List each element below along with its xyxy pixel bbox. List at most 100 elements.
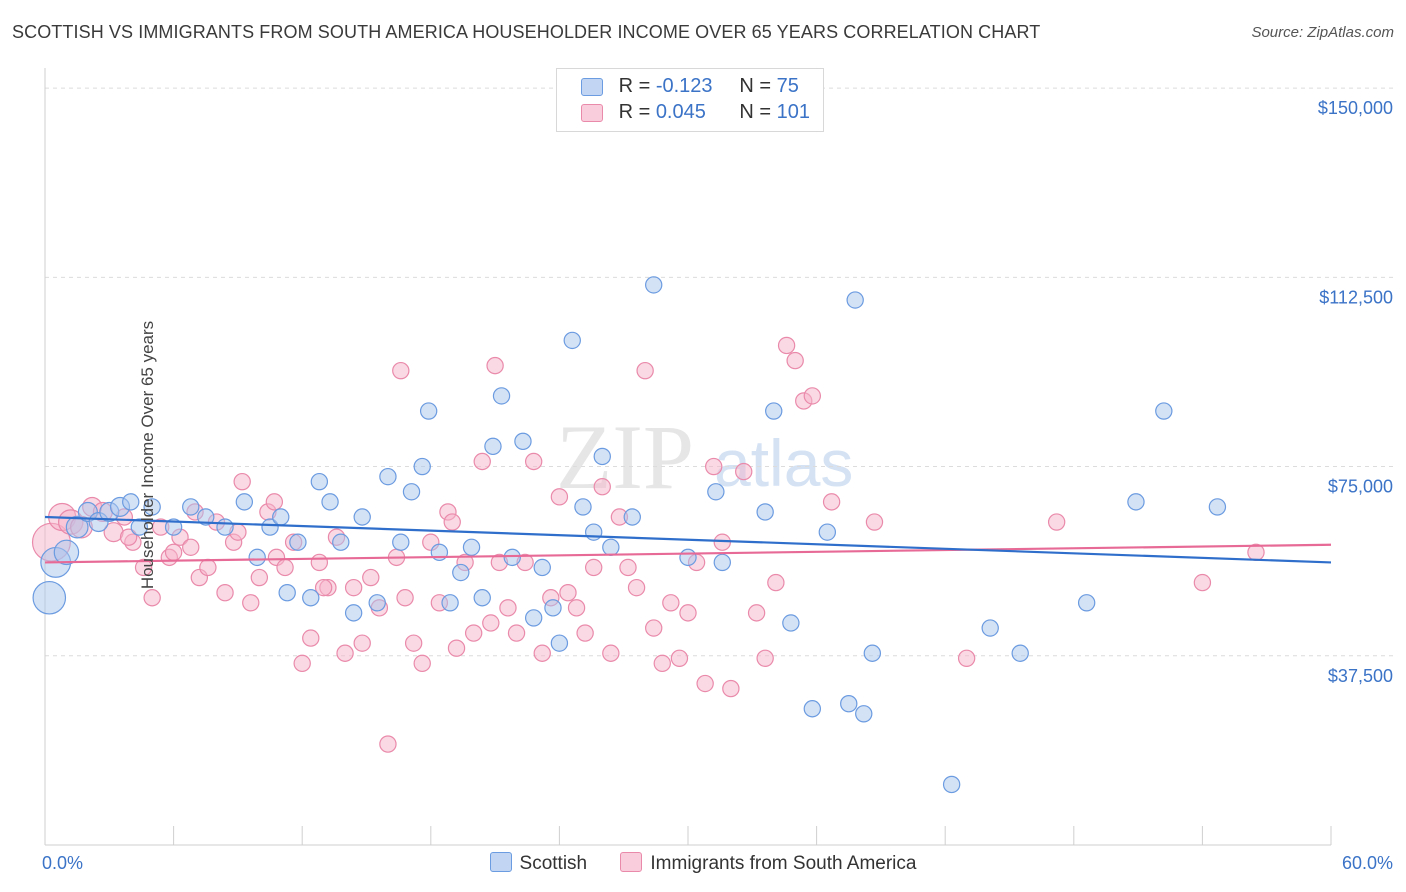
scottish-point — [235, 493, 254, 511]
scottish-point — [514, 432, 532, 451]
scottish-point — [419, 402, 438, 420]
scottish-point — [462, 538, 481, 556]
scottish-point — [310, 472, 329, 491]
scottish-point — [302, 589, 320, 607]
immigrants-point — [576, 624, 594, 642]
scottish-point — [863, 644, 882, 662]
scottish-legend-swatch — [489, 852, 512, 872]
scottish-point — [272, 508, 290, 526]
immigrants-trendline — [44, 543, 1332, 564]
scottish-point — [484, 437, 502, 456]
x-tick-label-max: 60.0% — [1342, 853, 1393, 873]
scottish-point — [122, 493, 140, 511]
immigrants-point — [302, 629, 320, 647]
immigrants-point — [336, 644, 354, 662]
stats-n-value: 101 — [776, 101, 810, 123]
immigrants-point — [645, 619, 663, 637]
immigrants-point — [464, 624, 483, 642]
immigrants-point — [747, 604, 766, 622]
immigrants-point — [865, 513, 884, 531]
stats-r-value: 0.045 — [655, 101, 706, 123]
series-legend: Scottish Immigrants from South America — [0, 852, 1406, 875]
immigrants-point — [344, 578, 363, 597]
legend-item-scottish[interactable]: Scottish — [489, 852, 587, 875]
scottish-point — [53, 539, 80, 566]
immigrants-point — [482, 614, 500, 632]
immigrants-point — [443, 513, 461, 531]
chart-title: SCOTTISH VS IMMIGRANTS FROM SOUTH AMERIC… — [12, 22, 1041, 42]
immigrants-point — [392, 361, 410, 380]
immigrants-point — [233, 472, 251, 491]
immigrants-point — [533, 644, 551, 662]
scottish-trendline — [44, 515, 1332, 564]
scottish-point — [1208, 498, 1227, 516]
scottish-point — [353, 508, 371, 526]
scottish-point — [473, 589, 491, 607]
immigrants-point — [567, 599, 586, 617]
scottish-point — [818, 523, 837, 541]
scottish-point — [584, 523, 603, 541]
scottish-point — [765, 402, 783, 420]
immigrants-point — [447, 639, 466, 657]
immigrants-point — [559, 583, 577, 602]
immigrants-point — [803, 387, 822, 405]
scottish-point — [402, 483, 421, 501]
immigrants-points — [31, 336, 1265, 753]
scottish-point — [197, 508, 215, 526]
immigrants-point — [767, 573, 785, 592]
immigrants-point — [314, 578, 333, 597]
immigrants-point — [670, 649, 689, 667]
immigrants-point — [404, 634, 423, 652]
scottish-point — [452, 563, 470, 582]
scottish-point — [803, 700, 822, 718]
scottish-point — [623, 508, 641, 526]
scottish-point — [524, 609, 543, 627]
watermark-zip: ZIP — [556, 406, 694, 508]
scottish-points — [32, 276, 1227, 794]
y-tick-label: $37,500 — [1328, 666, 1393, 686]
legend-label-immigrants: Immigrants from South America — [650, 853, 917, 874]
scottish-point — [942, 775, 961, 794]
scottish-point — [840, 695, 858, 713]
legend-item-immigrants[interactable]: Immigrants from South America — [620, 852, 916, 875]
watermark: ZIP atlas — [556, 406, 853, 508]
watermark-atlas: atlas — [714, 426, 853, 500]
immigrants-point — [353, 634, 371, 652]
immigrants-point — [679, 604, 697, 622]
stats-row-scottish: R = -0.123 N = 75 — [581, 75, 799, 101]
source-credit[interactable]: Source: ZipAtlas.com — [1251, 24, 1394, 41]
immigrants-point — [499, 599, 517, 617]
immigrants-point — [619, 558, 637, 577]
stats-r-label: R = — [618, 75, 651, 97]
scottish-point — [278, 583, 296, 602]
immigrants-point — [413, 654, 431, 673]
scottish-point — [782, 614, 800, 632]
immigrants-legend-swatch — [620, 852, 643, 872]
immigrants-swatch — [581, 103, 603, 122]
immigrants-point — [735, 462, 753, 481]
immigrants-point — [756, 649, 774, 667]
immigrants-point — [524, 452, 543, 471]
scottish-point — [533, 558, 551, 577]
scottish-point — [574, 498, 592, 516]
stats-row-immigrants: R = 0.045 N = 101 — [581, 101, 810, 127]
scottish-point — [332, 533, 350, 551]
immigrants-point — [550, 488, 569, 506]
immigrants-point — [777, 336, 796, 355]
scottish-point — [164, 518, 183, 536]
scottish-point — [182, 498, 200, 516]
scottish-point — [1011, 644, 1029, 662]
immigrants-point — [957, 649, 976, 667]
immigrants-point — [199, 558, 217, 577]
immigrants-point — [507, 624, 526, 642]
immigrants-point — [593, 478, 611, 496]
immigrants-point — [1193, 573, 1212, 592]
immigrants-point — [182, 538, 200, 556]
scottish-point — [679, 548, 697, 567]
stats-r-value: -0.123 — [655, 75, 713, 97]
immigrants-point — [722, 679, 740, 698]
immigrants-point — [602, 644, 620, 662]
scottish-point — [563, 331, 581, 350]
scottish-point — [1155, 402, 1173, 420]
